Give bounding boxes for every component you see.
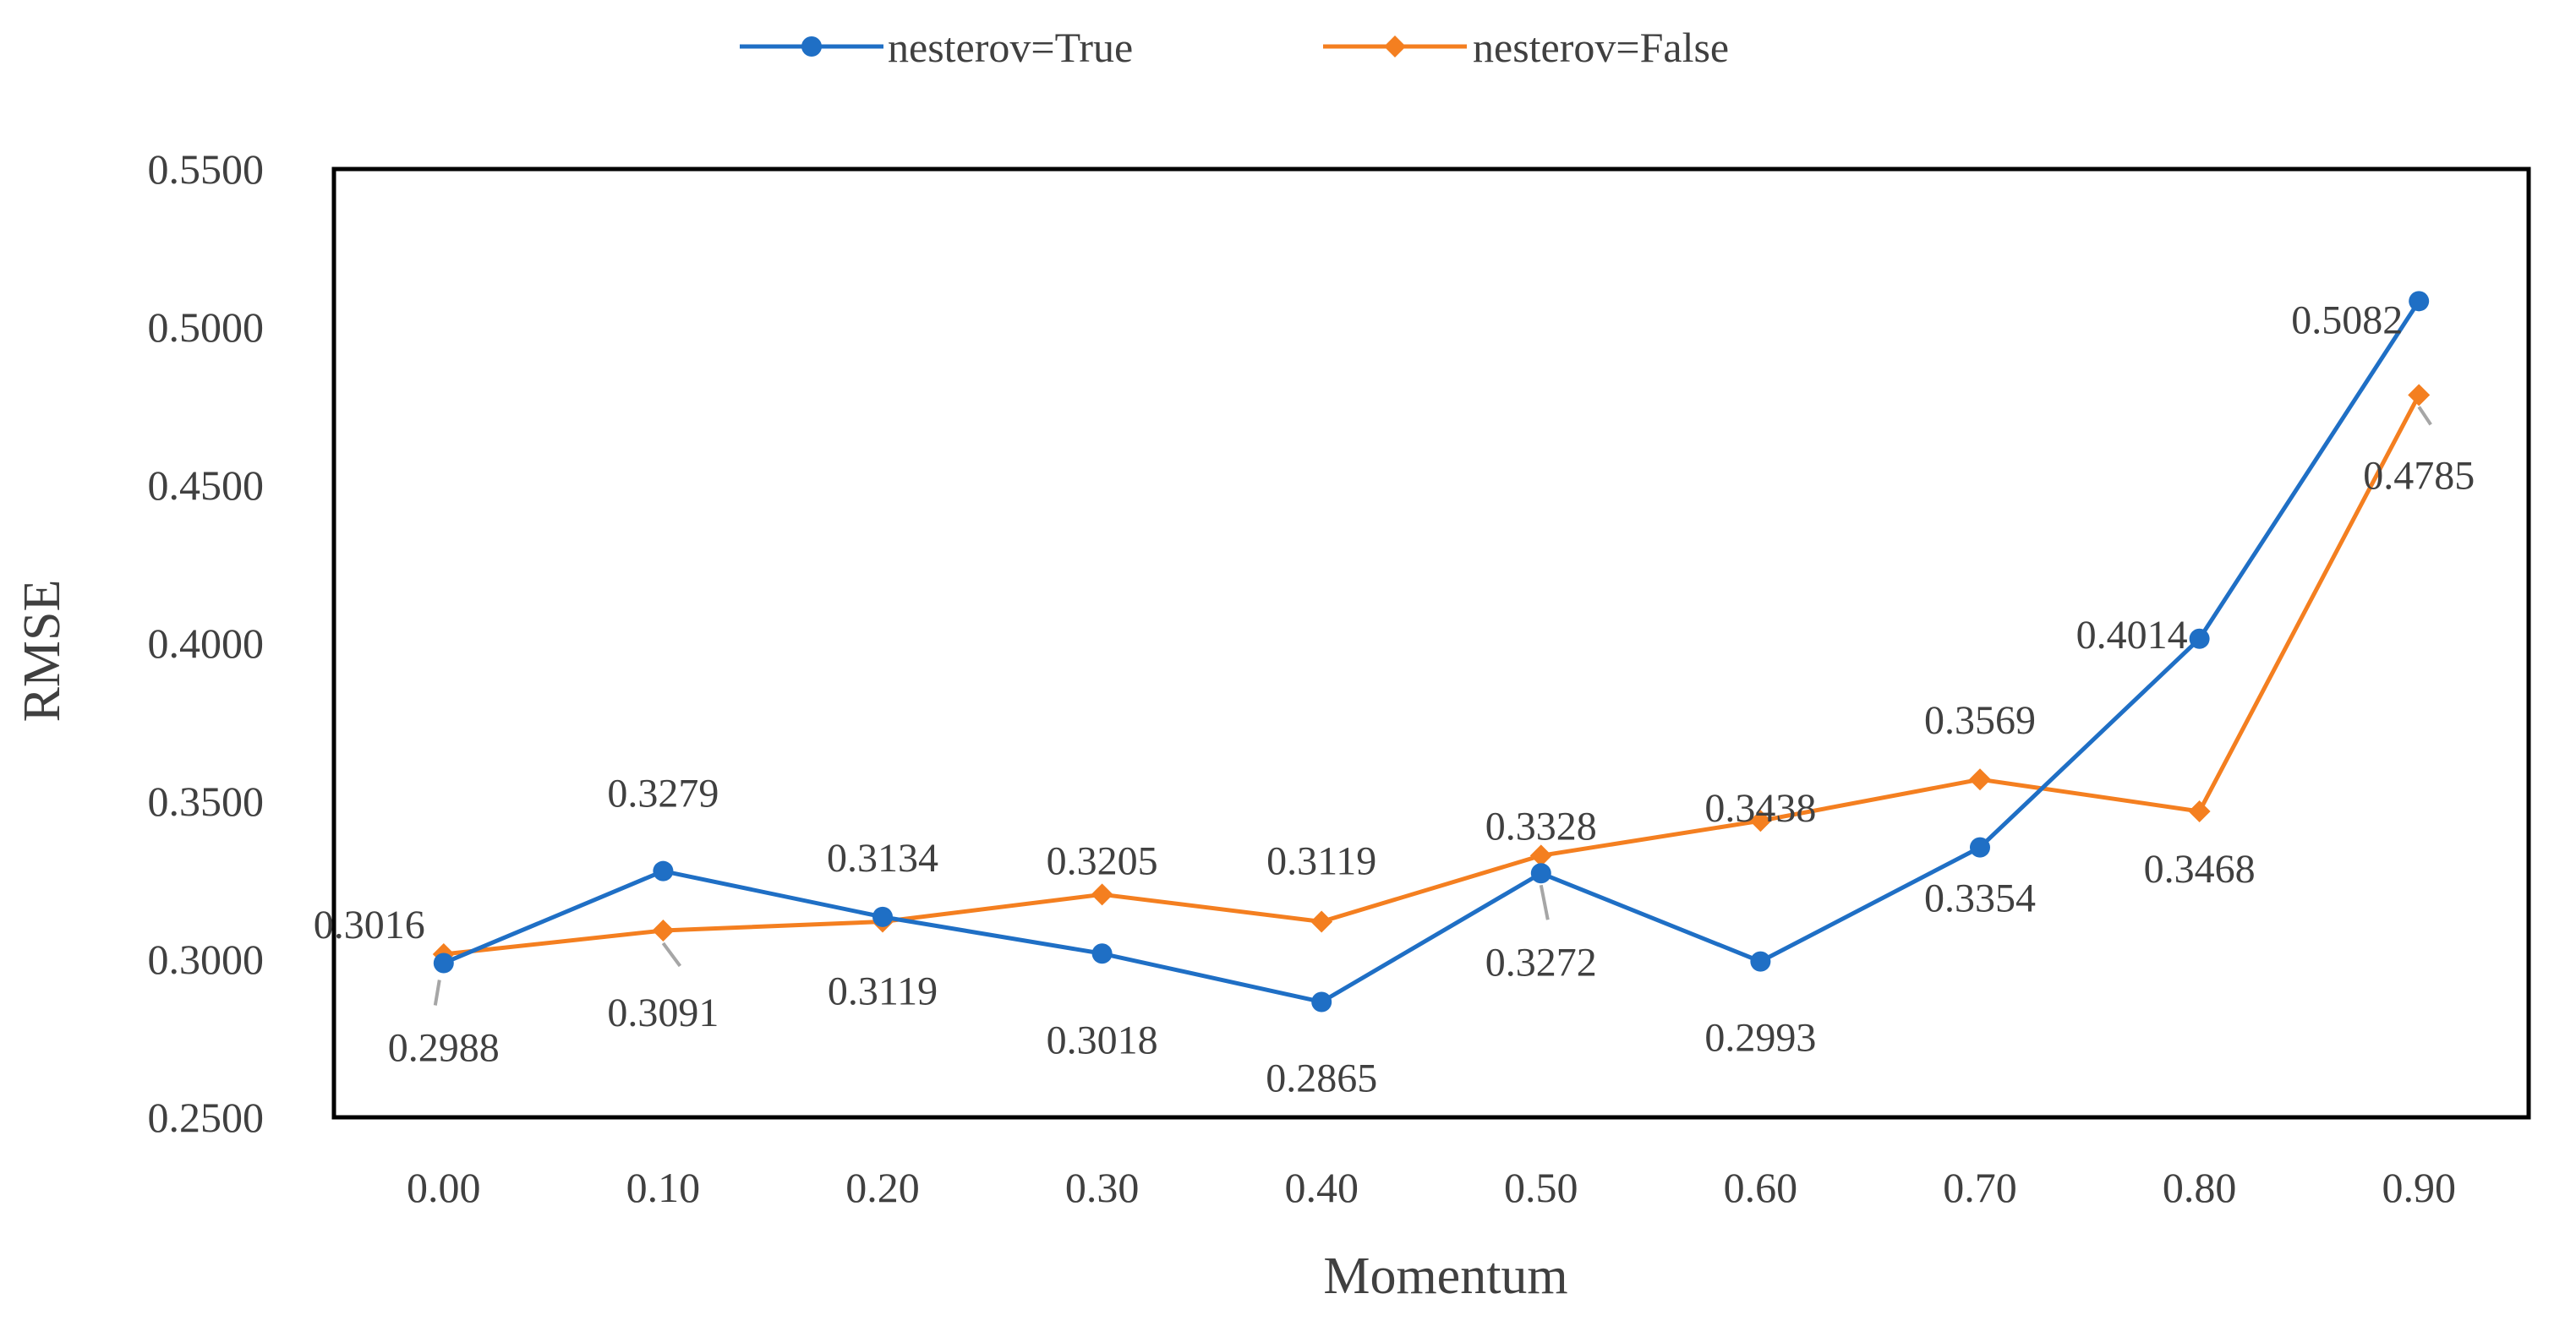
series-line-nesterov-true (442, 299, 2421, 1004)
point-nesterov-false-3[interactable] (1091, 883, 1113, 906)
y-axis-title: RMSE (14, 580, 71, 723)
y-tick-label-3: 0.4000 (148, 620, 265, 667)
legend: nesterov=True nesterov=False (740, 24, 1729, 71)
data-label-nesterov-false-6: 0.3438 (1704, 786, 1816, 831)
data-label-nesterov-true-6: 0.2993 (1704, 1016, 1816, 1061)
point-nesterov-true-4[interactable] (1311, 991, 1332, 1013)
legend-label-nesterov-true: nesterov=True (888, 24, 1133, 71)
x-tick-label-3: 0.30 (1065, 1164, 1140, 1211)
legend-marker-nesterov-true (801, 36, 822, 57)
plot-area (331, 166, 2531, 1120)
data-label-nesterov-false-1: 0.3091 (607, 991, 719, 1035)
data-label-nesterov-true-3: 0.3018 (1047, 1018, 1158, 1062)
label-leader-line-2 (1539, 884, 1550, 920)
x-tick-label-9: 0.90 (2382, 1164, 2456, 1211)
y-tick-label-6: 0.5500 (148, 145, 265, 193)
data-label-nesterov-false-5: 0.3328 (1485, 804, 1597, 849)
data-label-nesterov-false-9: 0.4785 (2363, 453, 2475, 498)
point-nesterov-true-8[interactable] (2189, 628, 2210, 649)
point-nesterov-false-9[interactable] (2408, 384, 2431, 407)
point-nesterov-true-0[interactable] (433, 953, 454, 974)
point-nesterov-false-8[interactable] (2188, 800, 2211, 822)
data-label-nesterov-false-4: 0.3119 (1266, 838, 1376, 883)
label-leader-line-1 (661, 942, 682, 968)
x-tick-label-1: 0.10 (626, 1164, 701, 1211)
x-tick-label-4: 0.40 (1284, 1164, 1359, 1211)
data-label-nesterov-false-2: 0.3119 (828, 969, 938, 1013)
x-axis-ticks: 0.00 0.10 0.20 0.30 0.40 0.50 0.60 0.70 0.80 0.90 (407, 1164, 2456, 1211)
data-labels: 0.2988 0.3279 0.3134 0.3018 0.2865 0.3272 0.29… (314, 297, 2475, 1100)
point-nesterov-false-5[interactable] (1529, 844, 1552, 867)
series-line-nesterov-false (443, 394, 2421, 957)
legend-item-nesterov-false[interactable]: nesterov=False (1323, 24, 1729, 71)
point-nesterov-true-3[interactable] (1091, 943, 1113, 964)
point-nesterov-true-2[interactable] (872, 906, 893, 927)
point-nesterov-true-7[interactable] (1970, 837, 1990, 858)
y-axis-ticks: 0.2500 0.3000 0.3500 0.4000 0.4500 0.5000 0.55… (148, 145, 265, 1141)
data-label-nesterov-true-5: 0.3272 (1485, 940, 1597, 985)
point-nesterov-false-7[interactable] (1969, 768, 1991, 791)
point-nesterov-false-1[interactable] (652, 919, 675, 942)
data-label-nesterov-false-7: 0.3569 (1924, 698, 2036, 743)
series-layer (432, 291, 2431, 1013)
data-label-nesterov-true-0: 0.2988 (388, 1025, 500, 1070)
point-nesterov-true-5[interactable] (1530, 863, 1551, 884)
data-label-nesterov-true-7: 0.3354 (1924, 876, 2036, 921)
data-label-nesterov-true-2: 0.3134 (827, 836, 938, 881)
x-tick-label-0: 0.00 (407, 1164, 481, 1211)
x-tick-label-7: 0.70 (1943, 1164, 2017, 1211)
legend-label-nesterov-false: nesterov=False (1473, 24, 1729, 71)
point-nesterov-false-4[interactable] (1310, 910, 1333, 933)
data-label-nesterov-true-9: 0.5082 (2291, 297, 2403, 342)
y-tick-label-0: 0.2500 (148, 1094, 265, 1141)
legend-marker-nesterov-false (1384, 35, 1406, 57)
y-tick-label-5: 0.5000 (148, 303, 265, 351)
data-label-nesterov-true-8: 0.4014 (2076, 613, 2188, 658)
data-label-nesterov-false-0: 0.3016 (314, 903, 425, 947)
y-tick-label-4: 0.4500 (148, 461, 265, 509)
legend-item-nesterov-true[interactable]: nesterov=True (740, 24, 1133, 71)
y-tick-label-1: 0.3000 (148, 936, 265, 983)
y-tick-label-2: 0.3500 (148, 778, 265, 825)
point-nesterov-false-6[interactable] (1749, 810, 1772, 832)
data-label-nesterov-false-3: 0.3205 (1047, 838, 1158, 883)
point-nesterov-true-6[interactable] (1750, 951, 1771, 972)
x-tick-label-6: 0.60 (1724, 1164, 1798, 1211)
label-leader-line-0 (433, 980, 441, 1006)
x-tick-label-8: 0.80 (2163, 1164, 2237, 1211)
label-leader-line-3 (2417, 406, 2432, 426)
data-label-nesterov-false-8: 0.3468 (2144, 847, 2256, 892)
x-axis-title: Momentum (1323, 1247, 1567, 1305)
data-label-nesterov-true-1: 0.3279 (607, 772, 719, 816)
x-tick-label-5: 0.50 (1504, 1164, 1578, 1211)
point-nesterov-true-9[interactable] (2409, 291, 2430, 312)
point-nesterov-true-1[interactable] (653, 860, 674, 882)
data-label-nesterov-true-4: 0.2865 (1266, 1056, 1377, 1100)
x-tick-label-2: 0.20 (845, 1164, 920, 1211)
